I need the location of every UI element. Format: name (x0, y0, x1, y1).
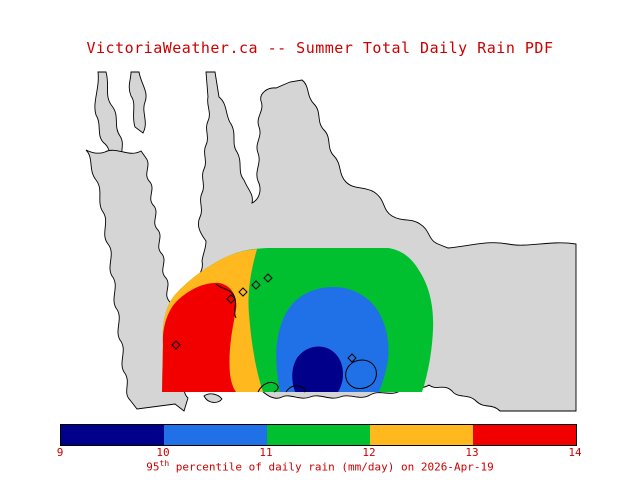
page-title: VictoriaWeather.ca -- Summer Total Daily… (86, 39, 554, 57)
colorbar-tick-13: 13 (465, 446, 479, 459)
colorbar-segment-10-11 (164, 425, 267, 445)
station-marker (238, 287, 248, 297)
caption-value: 95 (146, 460, 160, 474)
landmass-northwest-strip-b (128, 71, 147, 134)
colorbar-tick-9: 9 (56, 446, 64, 459)
colorbar-segment-12-13 (370, 425, 473, 445)
contour-region-13-14-red (162, 282, 237, 392)
coastline-bay-detail (285, 385, 306, 393)
coastline-detail-layer (215, 283, 377, 393)
colorbar (60, 424, 577, 446)
station-marker (251, 280, 261, 290)
caption-rest: percentile of daily rain (mm/day) on 202… (169, 460, 494, 474)
colorbar-segment-11-12 (267, 425, 370, 445)
coastline-inlet-detail (215, 283, 237, 319)
station-marker (263, 273, 273, 283)
colorbar-caption: 95th percentile of daily rain (mm/day) o… (0, 459, 640, 474)
station-marker (347, 353, 357, 363)
colorbar-tick-14: 14 (568, 446, 582, 459)
contour-layer (162, 248, 434, 392)
colorbar-tick-11: 11 (259, 446, 273, 459)
contour-region-9-10-navy (292, 346, 343, 392)
colorbar-segment-9-10 (61, 425, 164, 445)
colorbar-ticks: 9 10 11 12 13 14 (0, 446, 640, 459)
station-markers-layer (171, 273, 357, 363)
coastline-island-outline (345, 359, 377, 389)
station-marker (226, 294, 236, 304)
coastline-point-detail (257, 381, 279, 393)
station-marker (171, 340, 181, 350)
colorbar-tick-10: 10 (156, 446, 170, 459)
colorbar-segment-13-14 (473, 425, 576, 445)
small-island-south (203, 393, 223, 403)
caption-superscript: th (159, 459, 170, 468)
colorbar-tick-12: 12 (362, 446, 376, 459)
